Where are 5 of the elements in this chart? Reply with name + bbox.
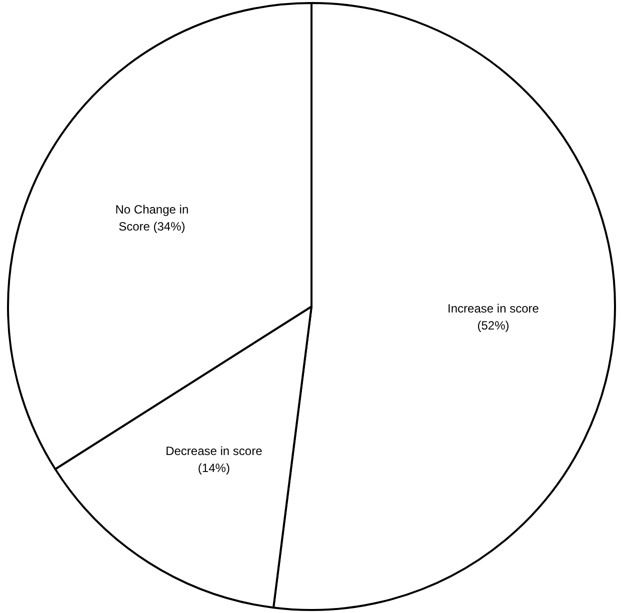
data-label: (52%) [477, 318, 510, 333]
slice-label: Decrease in score [166, 444, 263, 458]
data-label: (14%) [198, 461, 230, 476]
slice-label: Increase in score [448, 302, 540, 316]
slice-label: No Change in Score (34%) [115, 202, 189, 234]
